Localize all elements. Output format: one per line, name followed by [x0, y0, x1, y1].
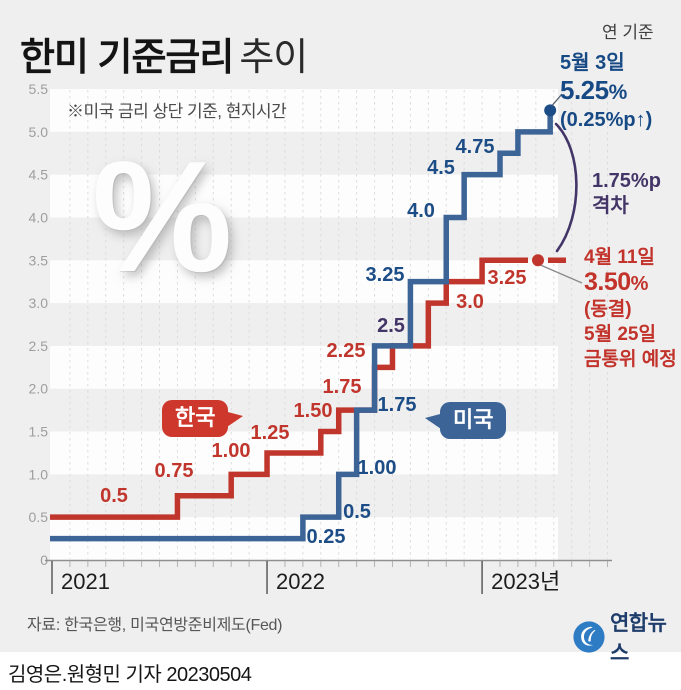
us-endpoint-change: (0.25%p↑) — [560, 109, 653, 131]
korea-step-label: 1.25 — [251, 422, 290, 444]
basis-note: 연 기준 — [602, 23, 654, 42]
us-endpoint-date: 5월 3일 — [560, 52, 625, 74]
us-step-label: 4.5 — [427, 157, 455, 179]
korea-step-label: 0.75 — [155, 460, 194, 482]
y-tick-label: 0.5 — [29, 509, 49, 525]
korea-next-event: 금통위 예정 — [584, 349, 677, 370]
percent-watermark: % — [92, 129, 233, 305]
korea-series-badge: 한국 — [162, 400, 245, 437]
y-tick-label: 3.5 — [29, 252, 49, 268]
y-tick-label: 3.0 — [29, 295, 49, 311]
korea-step-label: 2.25 — [327, 340, 366, 362]
us-endpoint-rate: 5.25% — [560, 75, 628, 105]
korea-step-label: 1.50 — [294, 400, 333, 422]
y-tick-label: 2.0 — [29, 381, 49, 397]
korea-endpoint-status: (동결) — [584, 299, 632, 320]
us-step-label: 1.00 — [358, 457, 397, 479]
year-label: 2022 — [276, 569, 325, 594]
band-stripe — [50, 174, 558, 218]
us-endpoint-connector — [551, 93, 563, 106]
gap-annotation: 1.75%p 격차 — [592, 169, 661, 219]
shared-step-label: 2.5 — [377, 315, 405, 337]
korea-endpoint-dot — [532, 254, 544, 267]
us-step-label: 4.75 — [456, 136, 495, 158]
y-tick-label: 1.5 — [29, 424, 49, 440]
yonhap-logo: 연합뉴스 — [572, 607, 681, 667]
gap-arc — [554, 122, 578, 253]
us-step-label: 4.0 — [407, 200, 435, 222]
korea-next-date: 5월 25일 — [584, 324, 656, 345]
gap-label: 격차 — [592, 195, 629, 217]
y-tick-label: 4.5 — [29, 167, 49, 183]
y-tick-label: 0 — [40, 552, 48, 568]
data-source: 자료: 한국은행, 미국연방준비제도(Fed) — [27, 617, 283, 634]
y-tick-label: 2.5 — [29, 338, 49, 354]
y-tick-label: 5.5 — [29, 81, 49, 97]
y-tick-label: 5.0 — [29, 124, 49, 140]
us-endpoint-dot — [544, 104, 557, 117]
korea-endpoint-date: 4월 11일 — [584, 247, 655, 268]
us-series-badge: 미국 — [424, 402, 507, 439]
us-endpoint-annotation: 5월 3일 5.25% (0.25%p↑) — [560, 50, 652, 134]
korea-step-label: 1.75 — [323, 376, 362, 398]
korea-endpoint-annotation: 4월 11일 3.50% (동결) 5월 25일 금통위 예정 — [584, 245, 677, 372]
band-stripe — [50, 89, 558, 132]
yonhap-logo-text: 연합뉴스 — [609, 612, 667, 665]
year-label: 2023년 — [491, 569, 560, 594]
us-step-label: 0.25 — [307, 526, 346, 548]
us-step-label: 1.75 — [378, 394, 417, 416]
byline-credit: 김영은.원형민 기자 20230504 — [8, 664, 252, 686]
korea-endpoint-rate: 3.50% — [584, 268, 649, 296]
page-title: 한미 기준금리 추이 — [20, 26, 308, 81]
korea-step-label: 3.0 — [456, 291, 484, 313]
korea-step-label: 1.00 — [212, 440, 251, 462]
y-tick-label: 1.0 — [29, 466, 49, 482]
band-stripe — [50, 345, 558, 389]
page-title-light: 추이 — [239, 37, 308, 79]
korea-step-label: 3.25 — [488, 267, 527, 289]
yonhap-logo-icon — [573, 621, 605, 653]
page-title-bold: 한미 기준금리 — [20, 37, 234, 79]
gap-value: 1.75%p — [592, 170, 661, 192]
us-rate-line — [50, 107, 553, 542]
korea-endpoint-connector — [540, 264, 583, 284]
us-step-label: 0.5 — [343, 501, 371, 523]
korea-step-label: 0.5 — [100, 485, 128, 507]
us-step-label: 3.25 — [366, 264, 405, 286]
chart-footnote: ※미국 금리 상단 기준, 현지시간 — [67, 102, 287, 121]
year-label: 2021 — [61, 569, 110, 594]
y-tick-label: 4.0 — [29, 209, 49, 225]
